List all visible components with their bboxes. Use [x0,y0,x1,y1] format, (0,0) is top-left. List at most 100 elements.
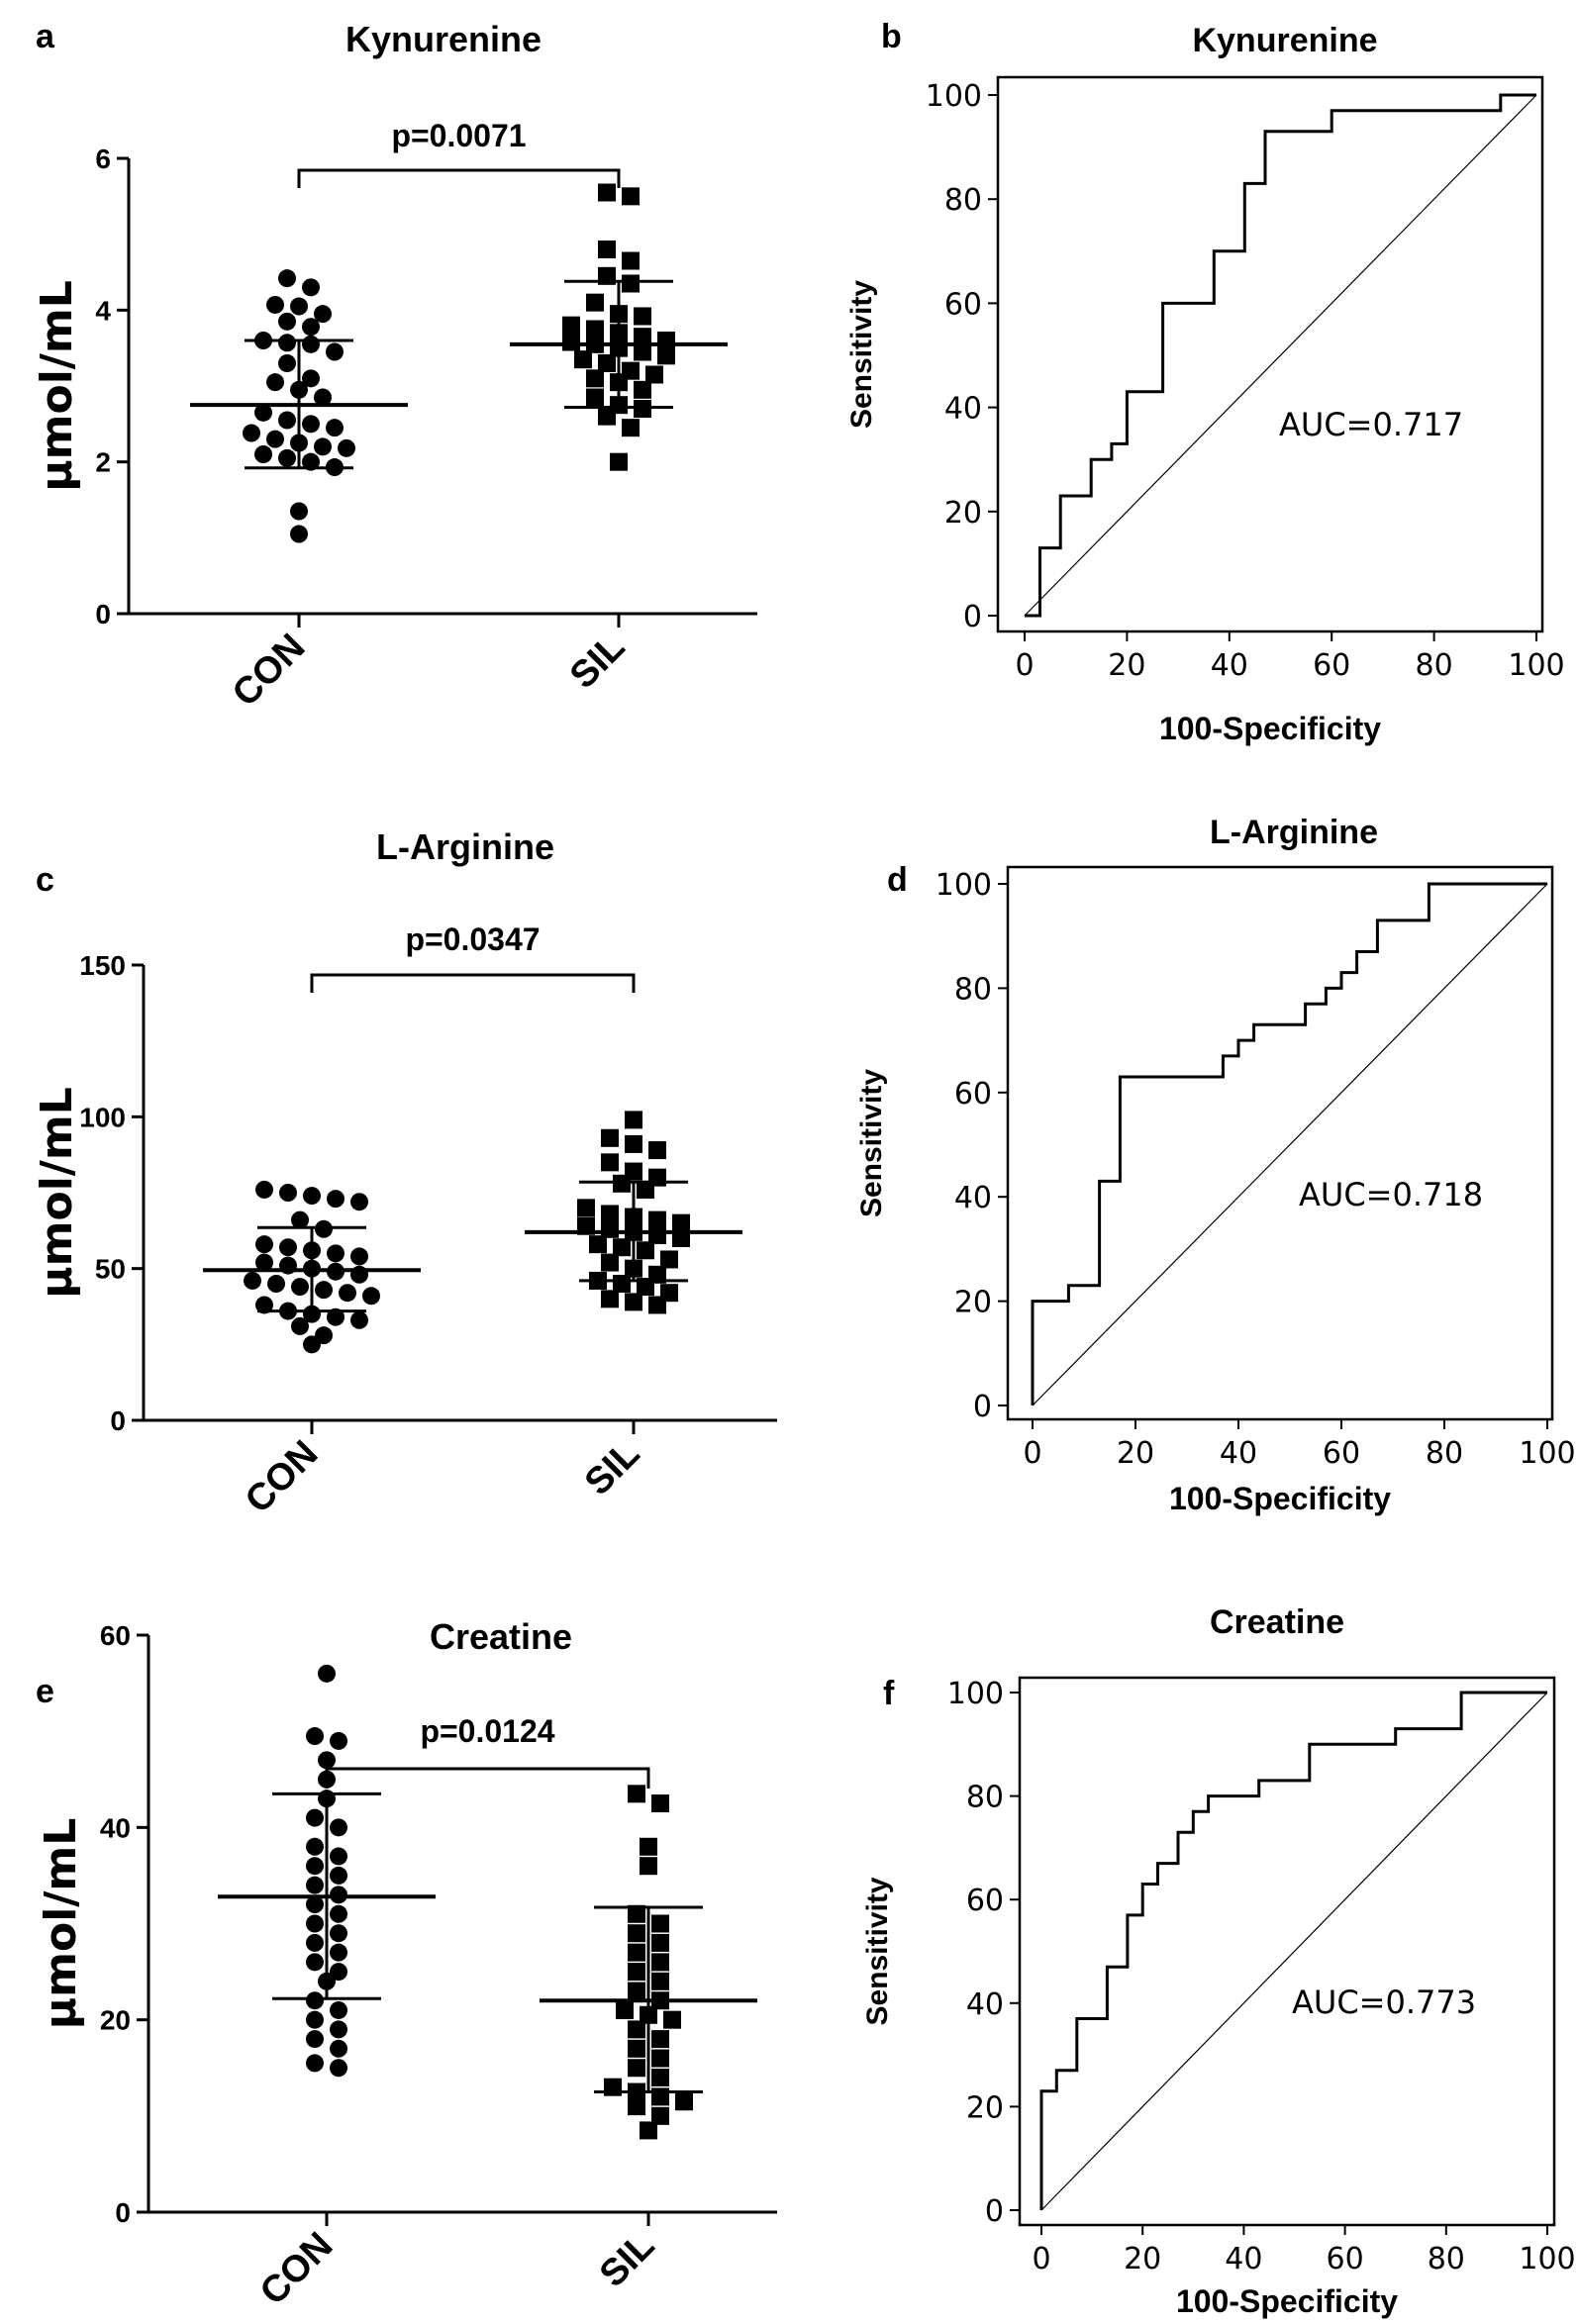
data-point-sil [637,1180,654,1199]
data-point-sil [657,346,675,365]
p-value-label: p=0.0347 [405,921,540,957]
data-point-sil [601,1205,619,1223]
data-point-con [327,1244,345,1263]
panel-letter-d: d [887,861,908,899]
y-tick-label: 20 [100,2005,131,2036]
category-label-con: CON [252,2225,341,2313]
panel-b-roc: Kynurenine 00 20 20 40 40 60 60 80 80 100 100 AUC=0.… [845,22,1565,746]
panel-letter-f: f [883,1675,895,1712]
y-tick-label: 60 [944,287,982,322]
data-point-sil [628,2059,645,2078]
roc-curve [1031,882,1547,1405]
data-point-sil [610,452,628,471]
data-point-con [306,1808,324,1827]
data-point-con [306,1953,324,1972]
x-tick-label: 20 [1124,2242,1161,2276]
data-point-con [303,1187,321,1206]
plot-frame [996,75,1544,633]
data-point-con [314,305,332,324]
data-point-sil [628,1943,645,1962]
data-point-con [318,1751,336,1770]
auc-annotation: AUC=0.773 [1292,1984,1476,2021]
data-point-sil [598,407,616,426]
y-tick-label: 0 [110,1405,126,1436]
data-point-con [306,2030,324,2049]
reference-diagonal [1032,883,1548,1406]
data-point-con [330,2000,347,2019]
y-axis-label: μmol/mL [36,1818,86,2030]
y-tick-label: 20 [944,496,982,531]
data-point-sil [628,2097,645,2116]
data-point-sil [648,1225,666,1244]
y-tick-label: 4 [95,295,111,326]
data-point-sil [640,1857,657,1876]
y-tick-label: 100 [926,79,982,114]
data-point-sil [613,1275,631,1293]
data-point-con [302,335,320,353]
data-point-con [290,502,308,521]
x-tick-label: 40 [1211,648,1248,683]
y-tick-label: 40 [944,392,982,427]
y-tick-label: 20 [954,1286,992,1320]
p-value-label: p=0.0071 [391,118,526,153]
data-point-sil [628,2039,645,2058]
data-point-sil [634,400,651,418]
data-point-sil [622,419,640,437]
data-point-sil [628,2020,645,2039]
data-point-con [326,342,344,361]
data-point-con [330,1924,347,1943]
data-point-con [278,334,296,352]
data-point-sil [622,187,640,206]
x-tick-label: 0 [1015,648,1034,683]
y-tick-label: 40 [954,1181,992,1215]
data-point-con [278,312,296,331]
chart-title: Creatine [430,1616,572,1657]
x-tick-label: 20 [1117,1436,1154,1471]
data-point-sil [628,1785,645,1803]
category-label-sil: SIL [562,627,634,698]
plot-frame [1006,865,1554,1421]
data-point-sil [634,328,651,346]
data-point-sil [651,2068,669,2086]
data-point-sil [651,1933,669,1952]
y-tick-label: 0 [95,599,111,629]
x-tick-label: 100 [1519,1436,1575,1471]
data-point-con [302,318,320,337]
data-point-con [279,1238,297,1257]
significance-bracket [325,1767,650,1789]
data-point-sil [628,1924,645,1943]
data-point-sil [640,1837,657,1856]
data-point-con [302,452,320,471]
data-point-sil [634,342,651,361]
y-axis-label: Sensitivity [861,1877,894,2025]
data-point-con [330,1866,347,1885]
panel-d-roc: L-Arginine 00 20 20 40 40 60 60 80 80 100 100 AUC=0.… [855,814,1576,1516]
data-point-con [306,1857,324,1876]
data-point-sil [651,1914,669,1933]
data-point-sil [648,1141,666,1160]
data-point-sil [613,1174,631,1193]
data-point-sil [634,307,651,326]
data-point-con [306,2010,324,2029]
data-point-sil [616,2000,634,2019]
panel-f-roc: Creatine 00 20 20 40 40 60 60 80 80 100 100 AUC=0.77… [861,1603,1576,2319]
x-tick-label: 80 [1426,1436,1463,1471]
data-point-con [290,297,308,316]
y-tick-label: 0 [973,1390,992,1424]
x-axis-label: 100-Specificity [1169,1481,1391,1516]
data-point-con [314,437,332,456]
data-point-con [255,1180,273,1199]
panel-letter-c: c [36,861,54,899]
data-point-con [362,1287,380,1306]
data-point-con [302,278,320,297]
auc-annotation: AUC=0.717 [1279,406,1463,443]
data-point-sil [622,274,640,293]
data-point-con [254,403,272,422]
data-point-sil [562,333,580,351]
panel-letter-b: b [881,18,902,55]
data-point-sil [625,1293,642,1311]
x-axis-label: 100-Specificity [1176,2283,1398,2319]
data-point-con [291,1278,309,1297]
data-point-con [330,1847,347,1866]
data-point-sil [628,1963,645,1982]
